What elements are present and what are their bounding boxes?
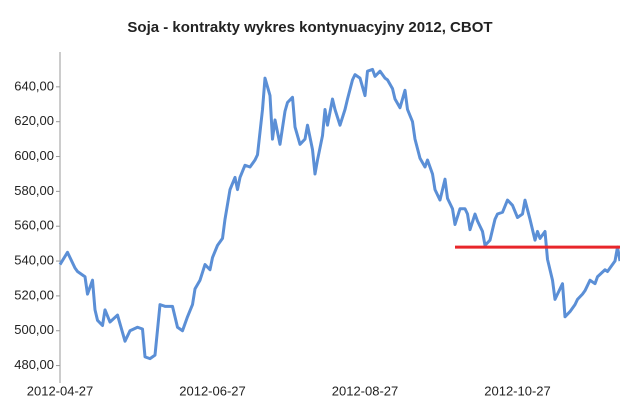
x-tick-label: 2012-08-27	[332, 383, 399, 398]
x-tick-label: 2012-10-27	[484, 383, 551, 398]
y-tick-label: 580,00	[14, 183, 54, 198]
x-tick-label: 2012-04-27	[27, 383, 94, 398]
price-line	[58, 67, 620, 361]
y-tick-label: 560,00	[14, 218, 54, 233]
y-tick-label: 520,00	[14, 287, 54, 302]
y-tick-label: 600,00	[14, 148, 54, 163]
y-tick-label: 540,00	[14, 252, 54, 267]
y-tick-label: 620,00	[14, 113, 54, 128]
y-tick-label: 500,00	[14, 322, 54, 337]
x-tick-label: 2012-06-27	[179, 383, 246, 398]
y-tick-label: 640,00	[14, 78, 54, 93]
chart-title: Soja - kontrakty wykres kontynuacyjny 20…	[127, 19, 492, 36]
y-tick-label: 480,00	[14, 357, 54, 372]
